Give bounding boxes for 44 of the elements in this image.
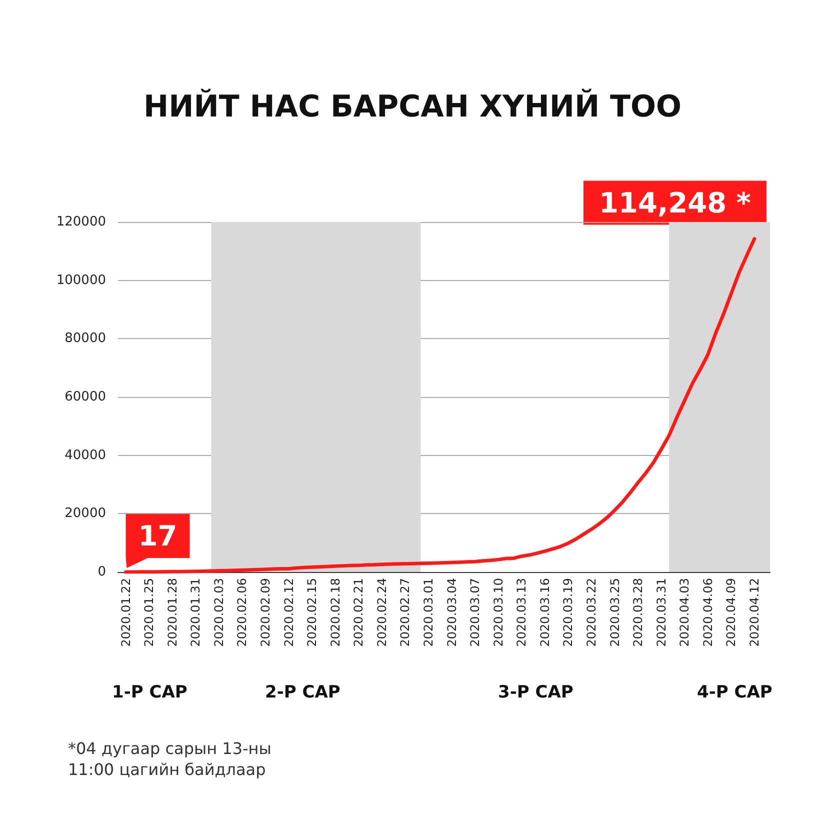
- x-tick-label: 2020.03.25: [608, 578, 622, 647]
- chart-title: НИЙТ НАС БАРСАН ХҮНИЙ ТОО: [144, 88, 682, 124]
- line-series: [124, 237, 756, 574]
- x-tick-label: 2020.01.28: [165, 578, 180, 647]
- x-tick-label: 2020.03.10: [491, 578, 506, 647]
- annotation: 114,248 *: [599, 186, 752, 220]
- y-tick-label: 0: [98, 564, 106, 580]
- x-tick-label: 2020.04.03: [678, 578, 692, 647]
- y-tick-label: 120000: [56, 214, 106, 230]
- x-tick-label: 2020.04.06: [700, 578, 715, 647]
- y-tick-label: 60000: [64, 390, 106, 404]
- text: *04 дугаар сарын 13-ны 11:00 цагийн байдлаар: [68, 739, 272, 779]
- x-tick-label: 2020.02.06: [235, 578, 250, 647]
- y-tick-label: 100000: [56, 272, 106, 288]
- x-tick-label: 2020.03.31: [654, 578, 668, 647]
- x-tick-label: 2020.02.03: [212, 578, 226, 647]
- x-tick-label: 2020.03.13: [514, 578, 529, 647]
- x-tick-label: 2020.02.21: [352, 578, 366, 647]
- x-tick-label: 2020.03.16: [538, 578, 552, 647]
- text: 2-Р САР: [265, 682, 340, 702]
- x-tick-label: 2020.01.31: [188, 578, 203, 647]
- x-tick-label: 2020.01.25: [142, 578, 156, 647]
- x-tick-label: 2020.03.01: [421, 578, 436, 647]
- x-tick-label: 2020.02.18: [328, 578, 342, 647]
- y-tick-label: 20000: [64, 506, 106, 522]
- x-tick-label: 2020.03.28: [631, 578, 646, 647]
- annotation: 17: [138, 519, 178, 552]
- x-tick-label: 2020.01.22: [118, 578, 133, 647]
- text: 4-Р САР: [697, 682, 772, 702]
- x-tick-label: 2020.02.09: [258, 578, 272, 647]
- x-tick-label: 2020.03.04: [444, 578, 459, 647]
- y-tick-label: 80000: [64, 331, 106, 346]
- y-tick-label: 40000: [64, 448, 106, 463]
- x-tick-label: 2020.03.22: [584, 578, 598, 647]
- x-tick-label: 2020.03.07: [468, 578, 482, 647]
- text: 3-Р САР: [498, 682, 574, 702]
- x-tick-label: 2020.03.19: [561, 578, 576, 647]
- x-tick-label: 2020.02.27: [398, 578, 412, 647]
- x-tick-label: 2020.02.15: [305, 578, 320, 647]
- text: 1-Р САР: [112, 682, 188, 702]
- x-tick-label: 2020.02.24: [374, 578, 389, 647]
- x-tick-label: 2020.04.09: [724, 578, 738, 647]
- x-tick-label: 2020.04.12: [747, 578, 762, 647]
- x-tick-label: 2020.02.12: [282, 578, 296, 647]
